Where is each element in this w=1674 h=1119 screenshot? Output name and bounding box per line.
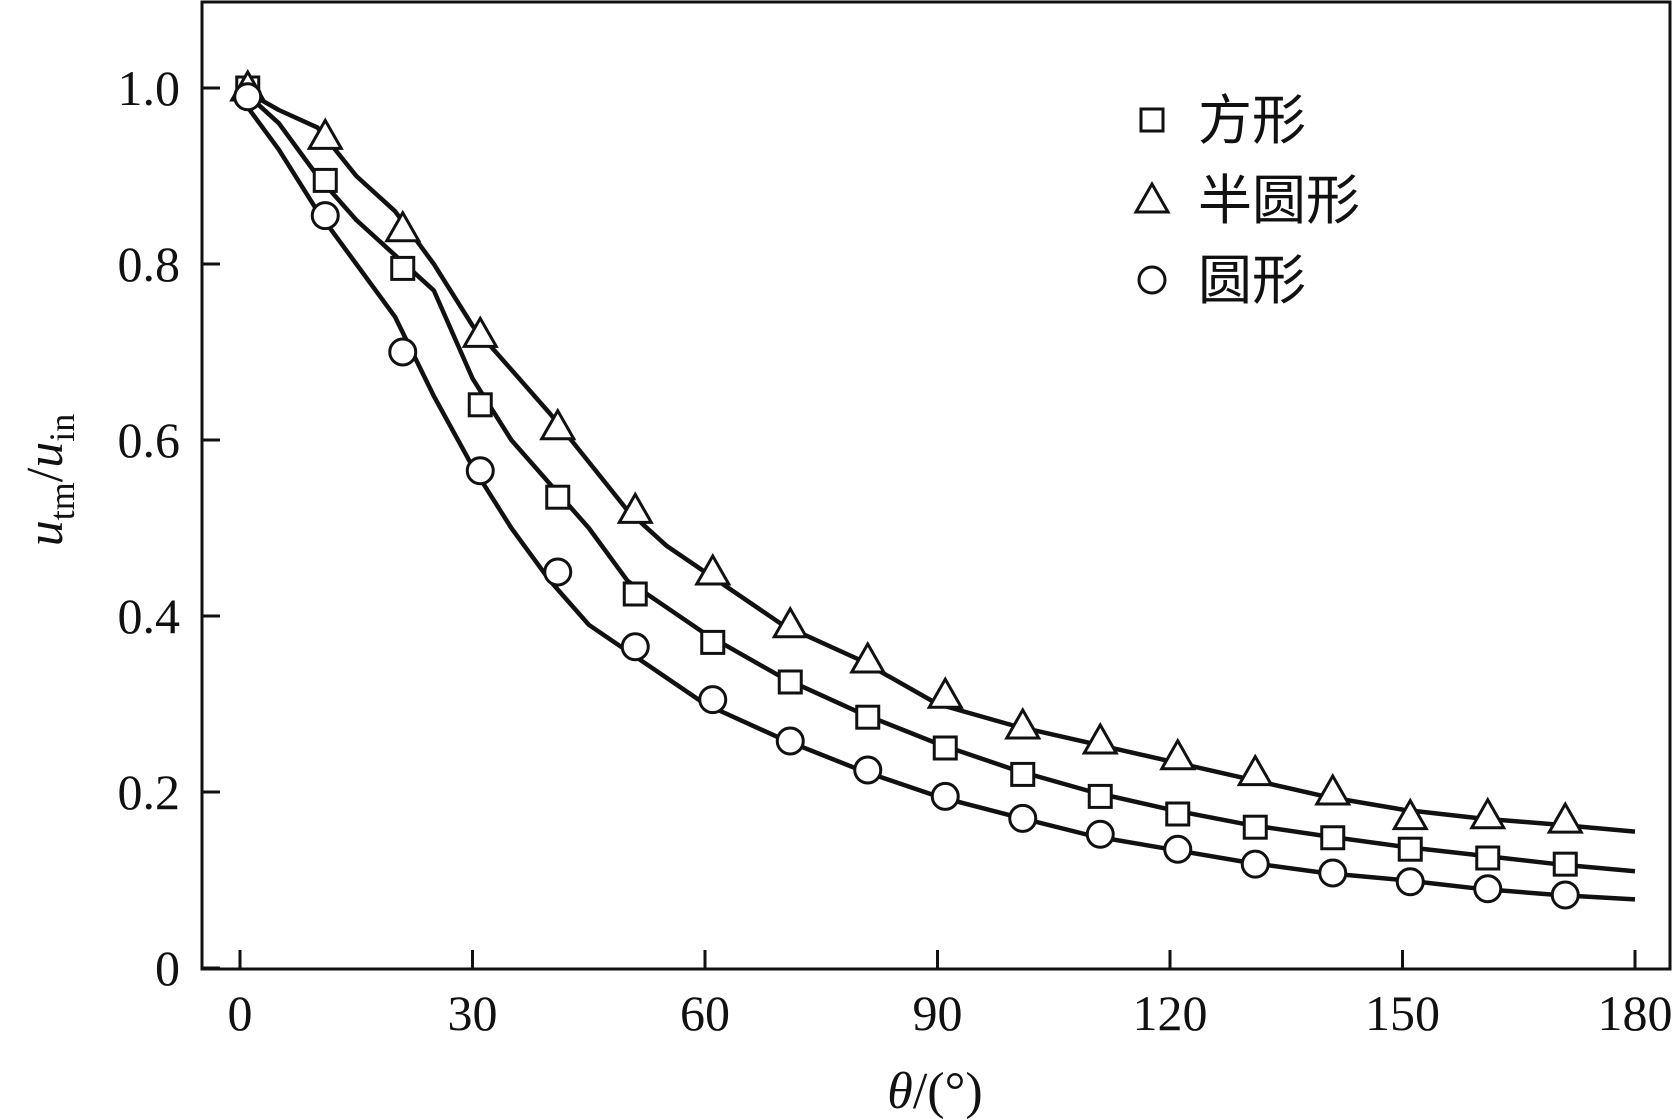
square-point-15	[1320, 825, 1346, 851]
circle-point-12	[1085, 819, 1115, 849]
curve-circle	[238, 95, 1636, 902]
triangle-point-15	[1314, 772, 1352, 806]
circle-point-2	[310, 201, 340, 231]
x-tick-label-0: 0	[228, 985, 253, 1041]
square-point-10	[932, 735, 958, 761]
curve-triangle	[238, 86, 1636, 834]
legend-marker-triangle	[1133, 180, 1171, 214]
square-point-2	[312, 167, 338, 193]
x-label-var: θ	[887, 1063, 913, 1119]
triangle-point-17	[1469, 796, 1507, 830]
y-label-var2: u	[17, 442, 74, 468]
circle-point-11	[1008, 803, 1038, 833]
square-point-11	[1010, 761, 1036, 787]
square-point-7	[700, 629, 726, 655]
square-point-14	[1242, 814, 1268, 840]
circle-point-14	[1240, 849, 1270, 879]
square-point-18	[1552, 851, 1578, 877]
y-tick-label-0.8: 0.8	[118, 236, 181, 292]
square-point-13	[1165, 801, 1191, 827]
triangle-point-12	[1081, 721, 1119, 755]
x-tick-label-60: 60	[680, 985, 730, 1041]
circle-point-17	[1473, 874, 1503, 904]
axis-ticks: 0 30 60 90 120 150 180 0 0.2 0.4 0.6 0.8 1.0	[118, 60, 1673, 1041]
legend-label-square: 方形	[1198, 89, 1306, 152]
circle-point-9	[853, 755, 883, 785]
triangle-point-2	[306, 117, 344, 150]
legend-label-triangle: 半圆形	[1198, 169, 1360, 232]
circle-point-8	[775, 726, 805, 756]
svg-text:utm/uin: utm/uin	[17, 414, 82, 546]
legend-marker-circle	[1137, 265, 1167, 295]
triangle-point-9	[849, 640, 887, 674]
triangle-point-16	[1391, 797, 1429, 831]
x-tick-label-120: 120	[1133, 985, 1208, 1041]
circle-point-5	[543, 557, 573, 587]
legend-label-circle: 圆形	[1198, 249, 1306, 312]
circle-point-6	[620, 632, 650, 662]
triangle-point-6	[616, 491, 654, 524]
square-point-8	[777, 669, 803, 695]
y-tick-label-0.2: 0.2	[118, 764, 181, 820]
square-point-5	[545, 484, 571, 510]
square-point-3	[390, 255, 416, 281]
y-label-sub2: in	[42, 414, 82, 442]
triangle-point-14	[1236, 753, 1274, 787]
plot-area-frame	[200, 0, 1672, 971]
triangle-point-4	[461, 315, 499, 348]
y-label-var1: u	[17, 520, 74, 546]
x-axis-label: θ/(°)	[887, 1063, 982, 1119]
x-tick-label-150: 150	[1365, 985, 1440, 1041]
y-label-sub1: tm	[42, 482, 82, 520]
x-tick-label-90: 90	[913, 985, 963, 1041]
triangle-point-5	[539, 407, 577, 441]
square-point-9	[855, 704, 881, 730]
circle-point-7	[698, 685, 728, 715]
triangle-point-10	[926, 676, 964, 709]
x-tick-label-30: 30	[448, 985, 498, 1041]
circle-point-3	[388, 337, 418, 367]
circle-point-13	[1163, 834, 1193, 864]
svg-text:θ/(°): θ/(°)	[887, 1063, 982, 1119]
circle-point-1	[233, 82, 263, 112]
y-tick-label-0.6: 0.6	[118, 412, 181, 468]
circle-point-4	[465, 456, 495, 486]
triangle-point-3	[384, 209, 422, 243]
series-markers	[229, 68, 1584, 910]
circle-point-16	[1395, 867, 1425, 897]
triangle-point-18	[1546, 801, 1584, 834]
x-label-unit: /(°)	[913, 1063, 983, 1119]
circle-point-18	[1550, 880, 1580, 910]
square-point-17	[1475, 845, 1501, 871]
y-label-slash: /	[17, 467, 74, 482]
y-tick-label-1: 1.0	[118, 60, 181, 116]
y-axis-label: utm/uin	[17, 414, 82, 546]
triangle-point-8	[771, 605, 809, 639]
triangle-point-13	[1159, 737, 1197, 771]
y-tick-label-0.4: 0.4	[118, 588, 181, 644]
circle-point-10	[930, 781, 960, 811]
series-curves	[238, 86, 1636, 902]
triangle-point-11	[1004, 706, 1042, 740]
y-tick-label-0: 0	[155, 940, 180, 996]
square-point-12	[1087, 783, 1113, 809]
square-point-4	[467, 392, 493, 418]
circle-point-15	[1318, 858, 1348, 888]
triangle-point-7	[694, 552, 732, 586]
legend-marker-square	[1139, 107, 1165, 133]
square-point-16	[1397, 836, 1423, 862]
x-tick-label-180: 180	[1598, 985, 1673, 1041]
square-point-6	[622, 581, 648, 607]
